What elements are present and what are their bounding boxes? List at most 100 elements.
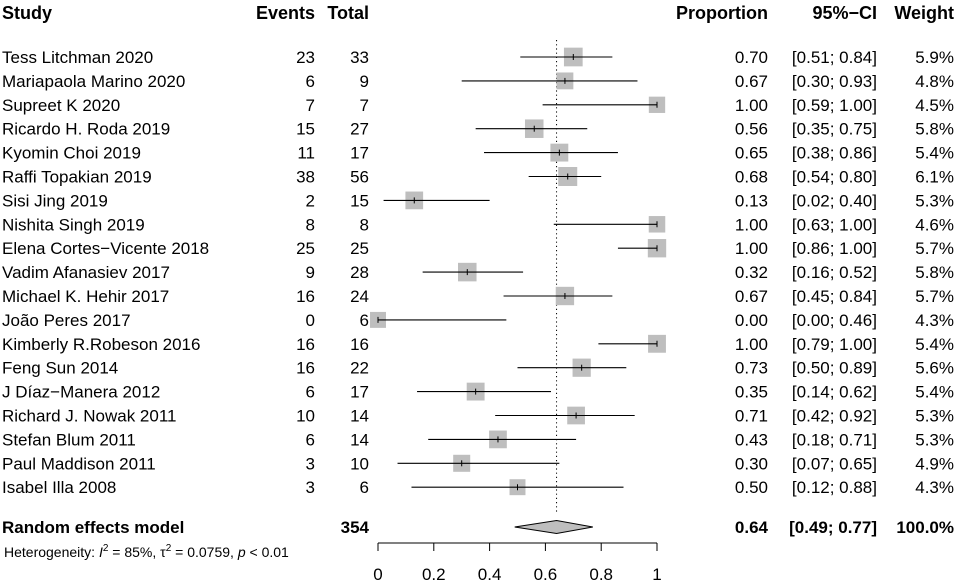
study-events: 38: [296, 168, 315, 187]
study-row: Raffi Topakian 2019 38 56 0.68 [0.54; 0.80] 6…: [2, 167, 954, 187]
study-events: 2: [306, 191, 315, 210]
study-ci: [0.45; 0.84]: [792, 287, 877, 306]
study-weight: 5.8%: [915, 120, 954, 139]
x-axis-tick-label: 0.6: [534, 565, 558, 584]
study-ci: [0.35; 0.75]: [792, 120, 877, 139]
study-name: Kyomin Choi 2019: [2, 144, 141, 163]
study-weight: 4.9%: [915, 454, 954, 473]
study-events: 25: [296, 239, 315, 258]
study-row: Isabel Illa 2008 3 6 0.50 [0.12; 0.88] 4.3%: [2, 478, 954, 497]
study-name: Vadim Afanasiev 2017: [2, 263, 170, 282]
study-name: Paul Maddison 2011: [2, 454, 156, 473]
summary-proportion: 0.64: [735, 518, 769, 537]
study-row: Elena Cortes−Vicente 2018 25 25 1.00 [0.86; …: [2, 239, 954, 258]
study-total: 24: [350, 287, 369, 306]
study-events: 10: [296, 407, 315, 426]
study-row: Vadim Afanasiev 2017 9 28 0.32 [0.16; 0.52] 5…: [2, 262, 954, 282]
study-ci: [0.30; 0.93]: [792, 72, 877, 91]
study-name: Michael K. Hehir 2017: [2, 287, 169, 306]
study-weight: 6.1%: [915, 168, 954, 187]
study-ci: [0.02; 0.40]: [792, 191, 877, 210]
header-total: Total: [327, 3, 369, 23]
study-ci: [0.18; 0.71]: [792, 430, 877, 449]
header-study: Study: [2, 3, 52, 23]
study-weight: 4.6%: [915, 215, 954, 234]
study-ci: [0.86; 1.00]: [792, 239, 877, 258]
study-ci: [0.42; 0.92]: [792, 407, 877, 426]
study-name: Supreet K 2020: [2, 96, 120, 115]
header-proportion: Proportion: [676, 3, 768, 23]
study-proportion: 0.32: [735, 263, 768, 282]
study-proportion: 1.00: [735, 215, 768, 234]
study-weight: 5.7%: [915, 287, 954, 306]
study-weight: 5.4%: [915, 335, 954, 354]
study-row: Ricardo H. Roda 2019 15 27 0.56 [0.35; 0.75]…: [2, 119, 954, 139]
study-ci: [0.16; 0.52]: [792, 263, 877, 282]
study-row: J Díaz−Manera 2012 6 17 0.35 [0.14; 0.62] 5.4…: [2, 383, 954, 402]
study-weight: 4.5%: [915, 96, 954, 115]
study-name: Tess Litchman 2020: [2, 48, 153, 67]
summary-ci: [0.49; 0.77]: [789, 518, 877, 537]
study-events: 11: [297, 144, 315, 163]
study-events: 16: [296, 335, 315, 354]
study-name: Feng Sun 2014: [2, 359, 118, 378]
study-events: 16: [296, 287, 315, 306]
study-weight: 4.3%: [915, 311, 954, 330]
study-ci: [0.50; 0.89]: [792, 359, 877, 378]
study-name: Stefan Blum 2011: [2, 430, 136, 449]
x-axis: 0 0.2 0.4 0.6 0.8 1: [373, 542, 662, 584]
study-weight: 5.3%: [915, 430, 954, 449]
header-events: Events: [256, 3, 315, 23]
study-name: Sisi Jing 2019: [2, 191, 108, 210]
study-weight: 5.4%: [915, 383, 954, 402]
study-ci: [0.79; 1.00]: [792, 335, 877, 354]
study-events: 0: [306, 311, 315, 330]
heterogeneity-stats: Heterogeneity: I2 = 85%, τ2 = 0.0759, p …: [4, 543, 289, 560]
study-events: 9: [306, 263, 315, 282]
study-ci: [0.59; 1.00]: [792, 96, 877, 115]
study-ci: [0.07; 0.65]: [792, 454, 877, 473]
study-events: 3: [306, 454, 315, 473]
study-total: 14: [350, 407, 369, 426]
study-row: Supreet K 2020 7 7 1.00 [0.59; 1.00] 4.5%: [2, 96, 954, 115]
x-axis-tick-label: 0.2: [422, 565, 446, 584]
study-proportion: 0.65: [735, 144, 768, 163]
study-weight: 5.8%: [915, 263, 954, 282]
study-name: J Díaz−Manera 2012: [2, 383, 160, 402]
study-proportion: 0.50: [735, 478, 768, 497]
study-proportion: 0.70: [735, 48, 768, 67]
study-events: 7: [306, 96, 315, 115]
study-ci: [0.12; 0.88]: [792, 478, 877, 497]
study-proportion: 0.00: [735, 311, 768, 330]
study-total: 16: [350, 335, 369, 354]
study-total: 15: [350, 191, 369, 210]
study-proportion: 0.30: [735, 454, 768, 473]
summary-row: Random effects model 354 0.64 [0.49; 0.77] 1…: [2, 518, 954, 537]
study-ci: [0.51; 0.84]: [792, 48, 877, 67]
study-total: 14: [350, 430, 369, 449]
study-total: 9: [360, 72, 369, 91]
study-proportion: 1.00: [735, 335, 768, 354]
study-weight: 4.3%: [915, 478, 954, 497]
study-row: Stefan Blum 2011 6 14 0.43 [0.18; 0.71] 5.3%: [2, 430, 954, 449]
study-events: 8: [306, 215, 315, 234]
study-proportion: 1.00: [735, 239, 768, 258]
study-total: 8: [360, 215, 369, 234]
study-name: Raffi Topakian 2019: [2, 168, 152, 187]
x-axis-tick-label: 0.4: [478, 565, 502, 584]
study-name: João Peres 2017: [2, 311, 131, 330]
study-name: Elena Cortes−Vicente 2018: [2, 239, 209, 258]
study-weight: 5.3%: [915, 407, 954, 426]
study-events: 6: [306, 430, 315, 449]
study-ci: [0.54; 0.80]: [792, 168, 877, 187]
study-name: Ricardo H. Roda 2019: [2, 120, 170, 139]
study-weight: 5.3%: [915, 191, 954, 210]
study-row: Feng Sun 2014 16 22 0.73 [0.50; 0.89] 5.6%: [2, 358, 954, 378]
study-weight: 4.8%: [915, 72, 954, 91]
study-name: Kimberly R.Robeson 2016: [2, 335, 200, 354]
study-total: 6: [360, 311, 369, 330]
study-weight: 5.9%: [915, 48, 954, 67]
heterogeneity-text: Heterogeneity: I2 = 85%, τ2 = 0.0759, p …: [4, 543, 289, 560]
x-axis-tick-label: 1: [652, 565, 661, 584]
